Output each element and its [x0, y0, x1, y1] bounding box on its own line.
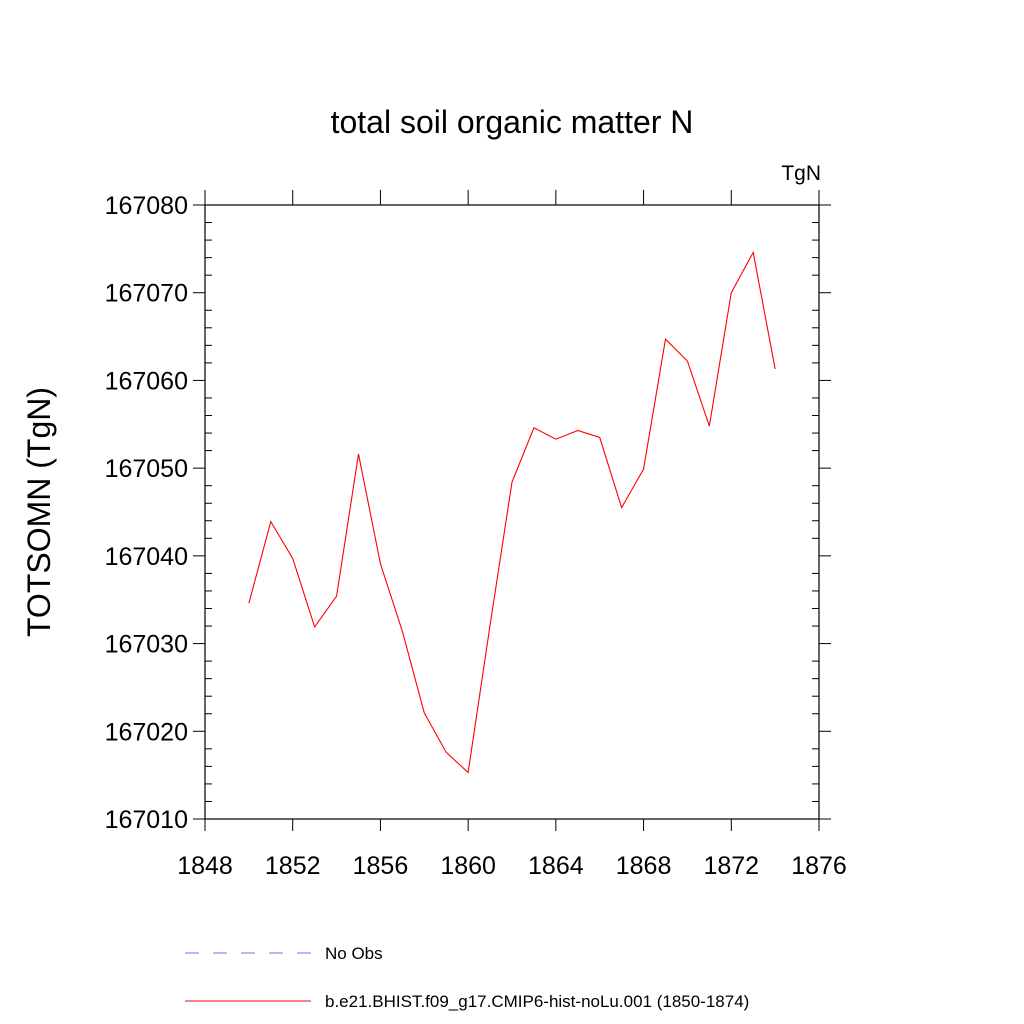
x-tick-label: 1856: [353, 852, 409, 880]
series-line: [248, 250, 776, 774]
x-axis: 1848 1852 1856 1860 1864 1868 1872 1876: [177, 190, 847, 880]
legend-label-no-obs: No Obs: [325, 944, 383, 963]
plot-frame: [204, 204, 820, 820]
y-tick-label: 167040: [105, 543, 188, 571]
y-tick-label: 167010: [105, 806, 188, 834]
x-tick-label: 1848: [177, 852, 233, 880]
y-axis-label: TOTSOMN (TgN): [21, 387, 57, 637]
units-label: TgN: [781, 162, 821, 185]
legend-label-model: b.e21.BHIST.f09_g17.CMIP6-hist-noLu.001 …: [325, 992, 749, 1011]
y-axis: 167010 167020 167030 167040 167050 167060 1670…: [105, 192, 831, 834]
y-tick-label: 167030: [105, 631, 188, 659]
x-tick-label: 1868: [616, 852, 672, 880]
series-layer: [248, 250, 776, 774]
y-tick-label: 167050: [105, 455, 188, 483]
x-tick-label: 1852: [265, 852, 321, 880]
y-tick-label: 167070: [105, 280, 188, 308]
y-tick-label: 167080: [105, 192, 188, 220]
y-tick-label: 167060: [105, 367, 188, 395]
chart-title: total soil organic matter N: [331, 104, 694, 140]
x-tick-label: 1872: [703, 852, 759, 880]
x-tick-label: 1864: [528, 852, 584, 880]
x-tick-label: 1876: [791, 852, 847, 880]
y-tick-label: 167020: [105, 718, 188, 746]
legend: No Obs b.e21.BHIST.f09_g17.CMIP6-hist-no…: [185, 944, 749, 1011]
x-tick-label: 1860: [440, 852, 496, 880]
